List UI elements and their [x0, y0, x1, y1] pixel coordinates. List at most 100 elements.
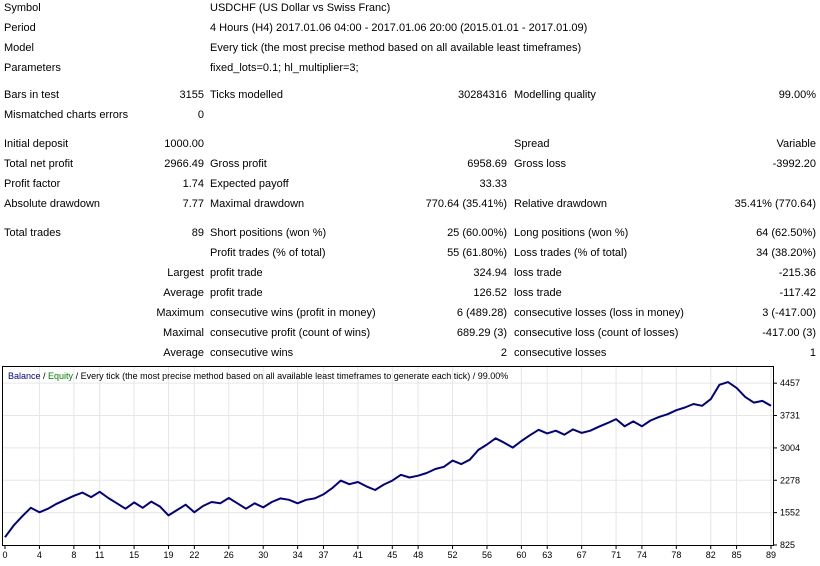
x-tick-label: 85	[732, 550, 742, 560]
total-net-profit-label: Total net profit	[4, 158, 74, 170]
average-profit-value: 126.52	[473, 287, 507, 299]
x-tick-label: 74	[637, 550, 647, 560]
x-tick-label: 56	[482, 550, 492, 560]
period-label: Period	[4, 22, 36, 34]
x-tick-label: 11	[95, 550, 104, 560]
largest-profit-label: profit trade	[210, 267, 263, 279]
maximal-drawdown-value: 770.64 (35.41%)	[425, 198, 507, 210]
total-trades-label: Total trades	[4, 227, 61, 239]
x-tick-label: 30	[258, 550, 268, 560]
profit-trades-value: 55 (61.80%)	[447, 247, 507, 259]
x-tick-label: 52	[448, 550, 458, 560]
initial-deposit-label: Initial deposit	[4, 138, 69, 150]
y-tick-label: 2278	[780, 475, 800, 485]
y-tick-label: 1552	[780, 508, 800, 518]
loss-trades-value: 34 (38.20%)	[756, 247, 816, 259]
gross-profit-value: 6958.69	[467, 158, 507, 170]
maximum-wins-label: consecutive wins (profit in money)	[210, 307, 376, 319]
maximum-wins-value: 6 (489.28)	[456, 307, 507, 319]
maximal-loss-label: consecutive loss (count of losses)	[514, 327, 679, 339]
bars-in-test-value: 3155	[179, 89, 204, 101]
average-loss-label: loss trade	[514, 287, 562, 299]
average-prefix: Average	[163, 287, 204, 299]
initial-deposit-value: 1000.00	[164, 138, 204, 150]
maximal-prefix: Maximal	[163, 327, 204, 339]
maximal-drawdown-label: Maximal drawdown	[210, 198, 305, 210]
mismatched-errors-label: Mismatched charts errors	[4, 109, 129, 121]
average-wins-label: consecutive wins	[210, 347, 294, 359]
bars-in-test-label: Bars in test	[4, 89, 60, 101]
grid-layer	[3, 367, 773, 545]
maximum-losses-value: 3 (-417.00)	[762, 307, 816, 319]
expected-payoff-label: Expected payoff	[210, 178, 289, 190]
ticks-modelled-label: Ticks modelled	[210, 89, 283, 101]
largest-prefix: Largest	[167, 267, 204, 279]
x-tick-label: 89	[766, 550, 776, 560]
y-tick-label: 3731	[780, 411, 800, 421]
modelling-quality-label: Modelling quality	[514, 89, 596, 101]
maximal-profit-label: consecutive profit (count of wins)	[210, 327, 371, 339]
spread-label: Spread	[514, 138, 550, 150]
x-tick-label: 67	[577, 550, 587, 560]
x-tick-label: 60	[516, 550, 526, 560]
plot-frame	[2, 366, 774, 546]
x-tick-label: 34	[293, 550, 303, 560]
balance-chart: 825 1552 2278 3004 3731 4457 0 4 8 11 15 19 22 26 30 34…	[2, 366, 818, 563]
legend-balance: Balance	[8, 371, 41, 381]
total-net-profit-value: 2966.49	[164, 158, 204, 170]
y-tick-label: 825	[780, 540, 795, 550]
total-trades-value: 89	[191, 227, 204, 239]
average-losses-value: 1	[809, 347, 816, 359]
relative-drawdown-label: Relative drawdown	[514, 198, 607, 210]
x-tick-label: 71	[611, 550, 621, 560]
mismatched-errors-value: 0	[197, 109, 204, 121]
ticks-modelled-value: 30284316	[458, 89, 507, 101]
long-positions-value: 64 (62.50%)	[756, 227, 816, 239]
x-tick-label: 15	[129, 550, 139, 560]
model-value: Every tick (the most precise method base…	[210, 42, 582, 54]
loss-trades-label: Loss trades (% of total)	[514, 247, 628, 259]
relative-drawdown-value: 35.41% (770.64)	[734, 198, 816, 210]
x-tick-label: 0	[2, 550, 7, 560]
x-tick-label: 22	[189, 550, 199, 560]
profit-trades-label: Profit trades (% of total)	[210, 247, 326, 259]
balance-line	[4, 381, 772, 538]
x-tick-label: 8	[71, 550, 76, 560]
long-positions-label: Long positions (won %)	[514, 227, 629, 239]
short-positions-label: Short positions (won %)	[210, 227, 327, 239]
y-tick-label: 4457	[780, 378, 800, 388]
expected-payoff-value: 33.33	[479, 178, 507, 190]
x-tick-label: 19	[164, 550, 174, 560]
maximal-loss-value: -417.00 (3)	[762, 327, 816, 339]
parameters-value: fixed_lots=0.1; hl_multiplier=3;	[210, 62, 359, 74]
average-consec-prefix: Average	[163, 347, 204, 359]
largest-loss-value: -215.36	[778, 267, 816, 279]
x-tick-label: 4	[37, 550, 42, 560]
x-tick-label: 37	[318, 550, 328, 560]
x-tick-label: 82	[706, 550, 716, 560]
x-tick-label: 41	[353, 550, 363, 560]
legend-description: / Every tick (the most precise method ba…	[73, 371, 508, 381]
legend-sep: /	[41, 371, 49, 381]
modelling-quality-value: 99.00%	[778, 89, 816, 101]
profit-factor-label: Profit factor	[4, 178, 61, 190]
absolute-drawdown-label: Absolute drawdown	[4, 198, 101, 210]
parameters-label: Parameters	[4, 62, 61, 74]
x-tick-label: 63	[542, 550, 552, 560]
average-profit-label: profit trade	[210, 287, 263, 299]
spread-value: Variable	[776, 138, 816, 150]
maximum-losses-label: consecutive losses (loss in money)	[514, 307, 684, 319]
average-wins-value: 2	[500, 347, 507, 359]
gross-loss-value: -3992.20	[772, 158, 816, 170]
x-tick-label: 48	[413, 550, 423, 560]
x-tick-label: 26	[224, 550, 234, 560]
short-positions-value: 25 (60.00%)	[447, 227, 507, 239]
profit-factor-value: 1.74	[182, 178, 204, 190]
maximal-profit-value: 689.29 (3)	[456, 327, 507, 339]
average-loss-value: -117.42	[779, 287, 817, 299]
average-losses-label: consecutive losses	[514, 347, 607, 359]
model-label: Model	[4, 42, 34, 54]
symbol-label: Symbol	[4, 2, 41, 14]
